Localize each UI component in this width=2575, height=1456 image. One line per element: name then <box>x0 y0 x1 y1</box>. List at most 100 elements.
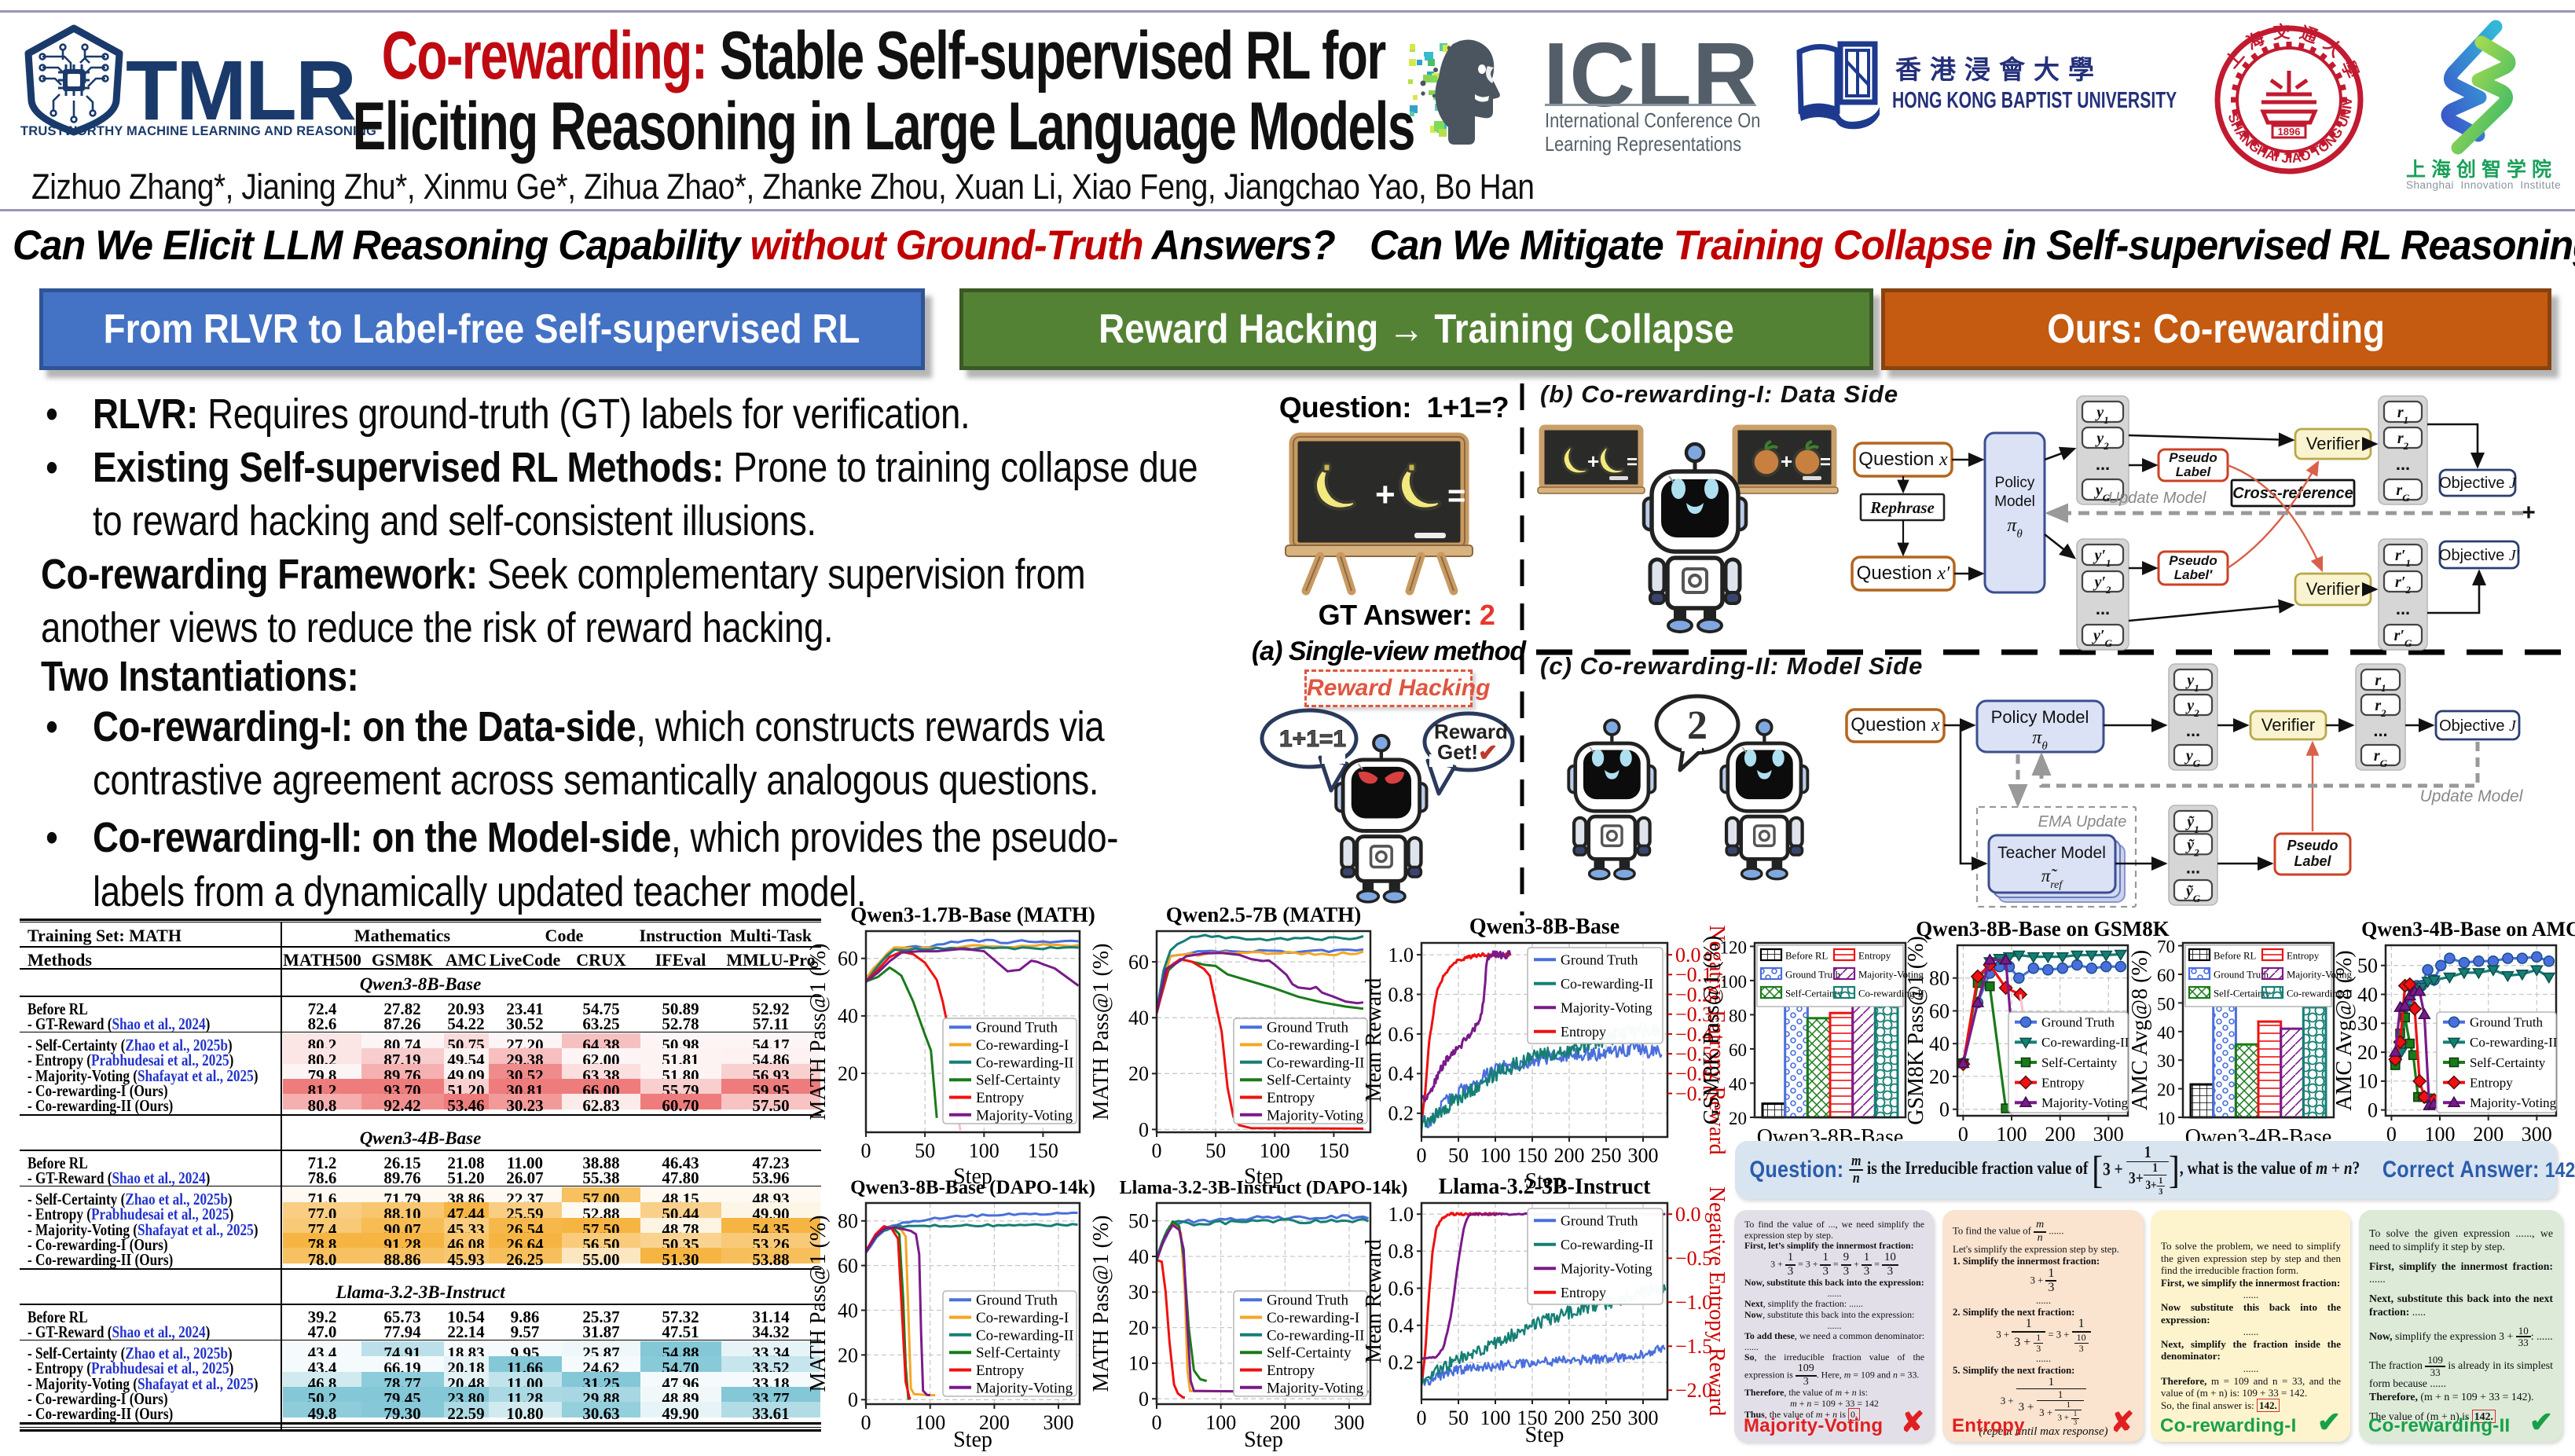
svg-text:0.0: 0.0 <box>1675 1203 1701 1226</box>
svg-text:1896: 1896 <box>2278 126 2301 138</box>
svg-text:0: 0 <box>848 1388 858 1411</box>
svg-text:0: 0 <box>2368 1099 2378 1122</box>
svg-text:10: 10 <box>2357 1070 2378 1093</box>
svg-text:20: 20 <box>1729 1109 1747 1128</box>
svg-text:=: = <box>1820 452 1831 473</box>
svg-text:Teacher Model: Teacher Model <box>1997 844 2106 862</box>
svg-text:Entropy: Entropy <box>1561 1024 1606 1040</box>
svg-text:20: 20 <box>1128 1062 1149 1085</box>
svg-text:0: 0 <box>1417 1144 1427 1167</box>
svg-text:20: 20 <box>838 1062 858 1085</box>
svg-text:80: 80 <box>1929 967 1950 990</box>
svg-text:0.8: 0.8 <box>1388 983 1414 1006</box>
svg-text:Entropy: Entropy <box>2041 1075 2085 1090</box>
svg-text:Majority-Voting: Majority-Voting <box>2287 970 2353 981</box>
svg-text:Co-rewarding-I: Co-rewarding-I <box>1267 1310 1359 1326</box>
svg-text:60: 60 <box>838 948 858 970</box>
svg-text:0.2: 0.2 <box>1388 1102 1414 1125</box>
svg-text:Qwen3-8B-Base: Qwen3-8B-Base <box>1469 915 1619 939</box>
svg-text:Self-Certainty: Self-Certainty <box>2470 1055 2546 1070</box>
svg-text:300: 300 <box>1044 1411 1074 1434</box>
svg-text:60: 60 <box>1729 1040 1747 1060</box>
svg-text:−0.2: −0.2 <box>1675 983 1712 1006</box>
svg-text:Ground Truth: Ground Truth <box>2214 970 2269 981</box>
svg-text:...: ... <box>2096 599 2110 618</box>
svg-text:0.0: 0.0 <box>1675 944 1701 966</box>
svg-text:40: 40 <box>2157 1023 2175 1043</box>
svg-text:200: 200 <box>1554 1144 1585 1167</box>
svg-text:Before RL: Before RL <box>1785 951 1829 962</box>
svg-text:70: 70 <box>2157 937 2175 957</box>
svg-text:...: ... <box>2096 454 2110 474</box>
svg-text:=: = <box>1447 479 1465 513</box>
svg-text:Qwen3-1.7B-Base (MATH): Qwen3-1.7B-Base (MATH) <box>850 903 1095 926</box>
svg-text:(c) Co-rewarding-II: Model Sid: (c) Co-rewarding-II: Model Side <box>1540 652 1923 680</box>
svg-text:−0.5: −0.5 <box>1675 1043 1712 1065</box>
svg-text:Co-rewarding-I: Co-rewarding-I <box>1267 1037 1359 1054</box>
svg-text:Ground Truth: Ground Truth <box>976 1020 1058 1036</box>
svg-text:−0.3: −0.3 <box>1675 1003 1712 1026</box>
svg-text:AMC Avg@8 (%): AMC Avg@8 (%) <box>2128 950 2152 1110</box>
svg-text:120: 120 <box>1720 937 1748 957</box>
svg-text:300: 300 <box>1628 1406 1659 1429</box>
svg-text:Majority-Voting: Majority-Voting <box>1561 1260 1652 1276</box>
svg-text:...: ... <box>2396 599 2410 618</box>
svg-text:0: 0 <box>2386 1123 2397 1146</box>
svg-text:Mean Reward: Mean Reward <box>1362 1239 1386 1363</box>
svg-text:200: 200 <box>1270 1411 1300 1434</box>
svg-text:...: ... <box>2373 721 2387 740</box>
svg-text:40: 40 <box>1128 1007 1149 1029</box>
svg-text:Majority-Voting: Majority-Voting <box>1858 970 1924 981</box>
svg-text:Entropy: Entropy <box>976 1362 1025 1379</box>
svg-text:Question x: Question x <box>1851 714 1940 735</box>
svg-text:Entropy: Entropy <box>1267 1090 1315 1106</box>
svg-text:GSM8K Pass@1 (%): GSM8K Pass@1 (%) <box>1700 936 1724 1124</box>
svg-text:30: 30 <box>2357 1012 2378 1035</box>
svg-text:0: 0 <box>1958 1123 1968 1146</box>
svg-text:Label: Label <box>2294 853 2331 869</box>
svg-text:Co-rewarding-II: Co-rewarding-II <box>2041 1035 2129 1050</box>
svg-text:Majority-Voting: Majority-Voting <box>1267 1107 1364 1124</box>
svg-text:2: 2 <box>1687 703 1707 748</box>
svg-text:Negative Entropy Reward: Negative Entropy Reward <box>1704 925 1729 1154</box>
svg-text:Co-rewarding-I: Co-rewarding-I <box>976 1310 1069 1326</box>
svg-text:Self-Certainty: Self-Certainty <box>1267 1345 1352 1362</box>
svg-text:100: 100 <box>1260 1139 1290 1162</box>
svg-text:Get!: Get! <box>1437 740 1478 764</box>
svg-text:40: 40 <box>1729 1075 1747 1095</box>
svg-text:−1.5: −1.5 <box>1675 1335 1712 1358</box>
svg-text:Policy: Policy <box>1995 475 2035 491</box>
svg-text:0: 0 <box>861 1139 871 1162</box>
svg-text:Ground Truth: Ground Truth <box>1267 1293 1348 1309</box>
svg-text:Majority-Voting: Majority-Voting <box>976 1380 1073 1396</box>
svg-text:50: 50 <box>1448 1144 1469 1167</box>
svg-text:80: 80 <box>1729 1006 1747 1025</box>
svg-text:Qwen3-4B-Base on AMC: Qwen3-4B-Base on AMC <box>2361 918 2575 941</box>
svg-text:0.4: 0.4 <box>1388 1315 1414 1337</box>
svg-text:50: 50 <box>1128 1210 1149 1233</box>
svg-text:Qwen2.5-7B (MATH): Qwen2.5-7B (MATH) <box>1166 903 1361 926</box>
svg-text:Before RL: Before RL <box>2214 951 2257 962</box>
svg-text:Objective J: Objective J <box>2439 717 2517 735</box>
svg-text:Step: Step <box>1525 1169 1564 1194</box>
svg-text:1.0: 1.0 <box>1388 944 1414 966</box>
svg-text:Update Model: Update Model <box>2108 490 2206 507</box>
svg-text:Step: Step <box>1244 1164 1283 1189</box>
svg-text:...: ... <box>2186 721 2200 740</box>
svg-text:60: 60 <box>1929 999 1950 1022</box>
svg-text:80: 80 <box>838 1210 858 1233</box>
svg-text:Majority-Voting: Majority-Voting <box>1267 1380 1364 1396</box>
svg-text:MATH Pass@1 (%): MATH Pass@1 (%) <box>806 944 831 1120</box>
svg-text:Co-rewarding-II: Co-rewarding-II <box>2287 988 2353 999</box>
svg-text:Majority-Voting: Majority-Voting <box>2470 1095 2557 1110</box>
svg-text:0: 0 <box>1939 1098 1950 1121</box>
svg-text:−0.7: −0.7 <box>1675 1082 1712 1105</box>
svg-text:−0.1: −0.1 <box>1675 963 1712 986</box>
svg-text:20: 20 <box>2357 1041 2378 1064</box>
svg-text:Question x: Question x <box>1858 449 1948 470</box>
svg-text:Verifier: Verifier <box>2306 579 2360 599</box>
svg-text:0.8: 0.8 <box>1388 1240 1414 1263</box>
svg-text:Verifier: Verifier <box>2261 715 2315 735</box>
svg-text:Entropy: Entropy <box>1561 1285 1606 1300</box>
svg-text:Ground Truth: Ground Truth <box>2470 1015 2544 1030</box>
